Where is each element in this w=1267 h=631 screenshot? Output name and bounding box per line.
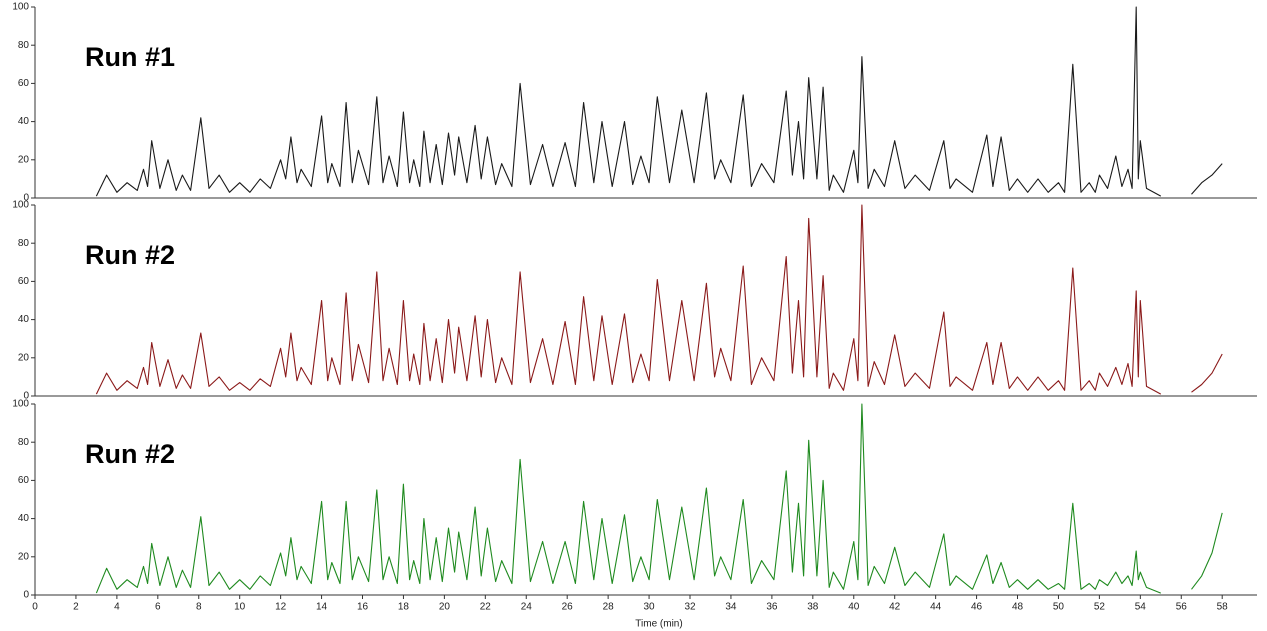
x-tick-label: 24 xyxy=(521,602,533,613)
y-tick-label: 100 xyxy=(12,399,29,410)
trace xyxy=(95,6,1223,197)
y-tick-label: 0 xyxy=(23,391,29,402)
panel-title: Run #1 xyxy=(85,42,175,72)
x-tick-label: 30 xyxy=(644,602,656,613)
y-tick-label: 80 xyxy=(18,40,30,51)
panel-title: Run #2 xyxy=(85,240,175,270)
x-tick-label: 42 xyxy=(889,602,901,613)
y-tick-label: 40 xyxy=(18,116,30,127)
x-tick-label: 52 xyxy=(1094,602,1106,613)
x-tick-label: 44 xyxy=(930,602,942,613)
y-tick-label: 80 xyxy=(18,437,30,448)
x-tick-label: 54 xyxy=(1135,602,1147,613)
y-tick-label: 60 xyxy=(18,276,30,287)
x-tick-label: 46 xyxy=(971,602,983,613)
y-tick-label: 40 xyxy=(18,513,30,524)
x-tick-label: 56 xyxy=(1176,602,1188,613)
y-tick-label: 100 xyxy=(12,2,29,13)
y-tick-label: 60 xyxy=(18,78,30,89)
x-tick-label: 14 xyxy=(316,602,328,613)
x-tick-label: 10 xyxy=(234,602,246,613)
y-tick-label: 0 xyxy=(23,590,29,601)
x-tick-label: 32 xyxy=(684,602,696,613)
y-tick-label: 20 xyxy=(18,352,30,363)
panel-title: Run #2 xyxy=(85,439,175,469)
x-tick-label: 12 xyxy=(275,602,287,613)
y-tick-label: 60 xyxy=(18,475,30,486)
x-tick-label: 58 xyxy=(1217,602,1229,613)
y-tick-label: 40 xyxy=(18,314,30,325)
x-tick-label: 50 xyxy=(1053,602,1065,613)
x-tick-label: 4 xyxy=(114,602,120,613)
x-tick-label: 18 xyxy=(398,602,410,613)
x-tick-label: 48 xyxy=(1012,602,1024,613)
x-tick-label: 22 xyxy=(480,602,492,613)
trace xyxy=(95,403,1223,594)
x-tick-label: 16 xyxy=(357,602,369,613)
y-tick-label: 20 xyxy=(18,154,30,165)
x-tick-label: 40 xyxy=(848,602,860,613)
x-tick-label: 2 xyxy=(73,602,79,613)
x-tick-label: 26 xyxy=(562,602,574,613)
y-tick-label: 100 xyxy=(12,200,29,211)
x-tick-label: 0 xyxy=(32,602,38,613)
y-tick-label: 80 xyxy=(18,238,30,249)
y-tick-label: 0 xyxy=(23,193,29,204)
x-tick-label: 8 xyxy=(196,602,202,613)
y-tick-label: 20 xyxy=(18,551,30,562)
x-tick-label: 36 xyxy=(766,602,778,613)
x-tick-label: 28 xyxy=(603,602,615,613)
x-tick-label: 38 xyxy=(807,602,819,613)
x-axis-label: Time (min) xyxy=(635,619,682,630)
x-tick-label: 20 xyxy=(439,602,451,613)
x-tick-label: 34 xyxy=(725,602,737,613)
x-tick-label: 6 xyxy=(155,602,161,613)
trace xyxy=(95,204,1223,395)
